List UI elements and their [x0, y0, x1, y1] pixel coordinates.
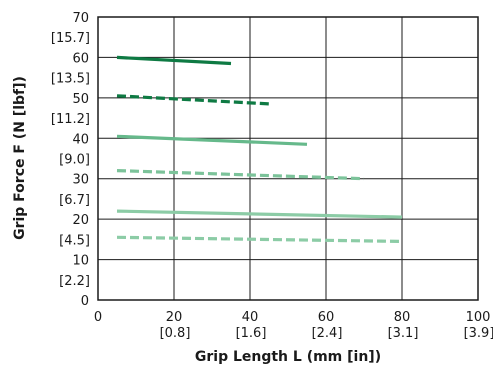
x-tick-sublabel: [3.1]: [388, 326, 419, 341]
y-tick-label: [6.7]: [59, 193, 90, 208]
y-tick-labels: 0 [2.2] 10 [4.5] 20 [6.7] 30 [9.0] 40 [11.2] 50 [13…: [51, 11, 90, 309]
x-tick-label: 0: [94, 310, 102, 325]
y-tick-label: [2.2]: [59, 274, 90, 289]
x-tick-label: 80: [394, 310, 411, 325]
y-tick-label: [11.2]: [51, 112, 90, 127]
plot-frame: [97, 16, 479, 301]
y-tick-label: [15.7]: [51, 31, 90, 46]
y-tick-label: [4.5]: [59, 233, 90, 248]
y-tick-label: 70: [72, 11, 89, 26]
x-tick-sublabel: [2.4]: [312, 326, 343, 341]
series-line-6: [116, 235, 403, 243]
y-tick-label: 30: [72, 173, 89, 188]
x-tick-label: 60: [318, 310, 335, 325]
x-tick-label: 100: [466, 310, 491, 325]
x-axis-title: Grip Length L (mm [in]): [195, 349, 381, 365]
plot-background: [98, 17, 478, 300]
x-tick-labels: 0 20[0.8] 40[1.6] 60[2.4] 80[3.1] 100[3.9]: [94, 310, 493, 341]
series-line-4: [116, 169, 365, 181]
y-tick-label: 10: [72, 254, 89, 269]
x-tick-sublabel: [0.8]: [160, 326, 191, 341]
x-tick-sublabel: [3.9]: [464, 326, 493, 341]
y-tick-label: 50: [72, 92, 89, 107]
y-tick-label: 0: [81, 294, 89, 309]
x-tick-label: 20: [166, 310, 183, 325]
y-tick-label: 20: [72, 213, 89, 228]
y-tick-label: [9.0]: [59, 153, 90, 168]
series-line-3: [116, 134, 308, 146]
y-axis-title: Grip Force F (N [lbf]): [12, 76, 28, 240]
y-tick-label: 40: [72, 132, 89, 147]
x-tick-label: 40: [242, 310, 259, 325]
series-line-1: [116, 55, 232, 66]
series-line-5: [116, 209, 403, 219]
x-tick-sublabel: [1.6]: [236, 326, 267, 341]
y-tick-label: [13.5]: [51, 72, 90, 87]
series-layer: [116, 55, 403, 243]
y-tick-label: 60: [72, 51, 89, 66]
